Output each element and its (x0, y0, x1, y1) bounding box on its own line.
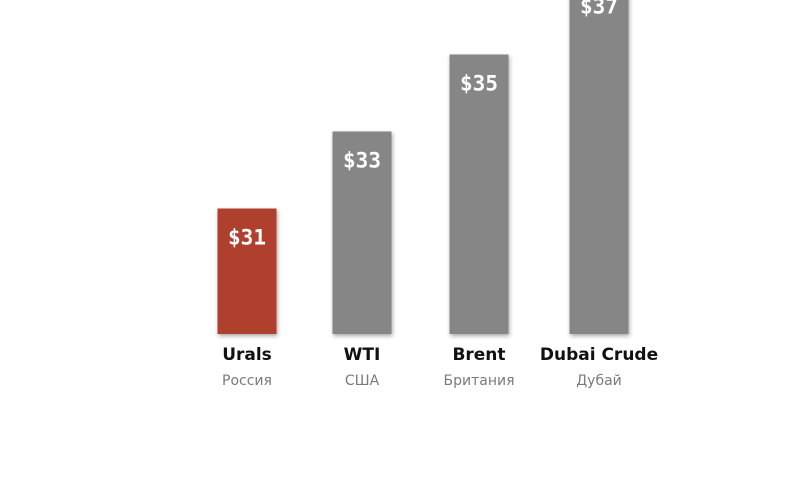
category-sublabel-urals: Россия (222, 373, 272, 389)
category-label-brent: Brent (452, 345, 505, 365)
bar-brent (449, 54, 509, 334)
value-label-brent: $35 (460, 72, 498, 96)
category-label-urals: Urals (222, 345, 272, 365)
category-sublabel-dubai-crude: Дубай (576, 373, 622, 389)
bar-wti (332, 131, 392, 334)
value-label-dubai-crude: $37 (580, 0, 618, 19)
category-labels-group: Urals Россия WTI США Brent Британия Dubai Crud… (222, 345, 658, 389)
value-label-urals: $31 (228, 226, 266, 250)
category-sublabel-wti: США (345, 373, 380, 389)
bar-dubai-crude (569, 0, 629, 334)
category-label-dubai-crude: Dubai Crude (540, 345, 658, 365)
bars-group: $31 $33 $35 $37 (217, 0, 629, 334)
value-label-wti: $33 (343, 149, 381, 173)
category-sublabel-brent: Британия (444, 373, 515, 389)
category-label-wti: WTI (344, 345, 381, 365)
bar-urals (217, 208, 277, 334)
